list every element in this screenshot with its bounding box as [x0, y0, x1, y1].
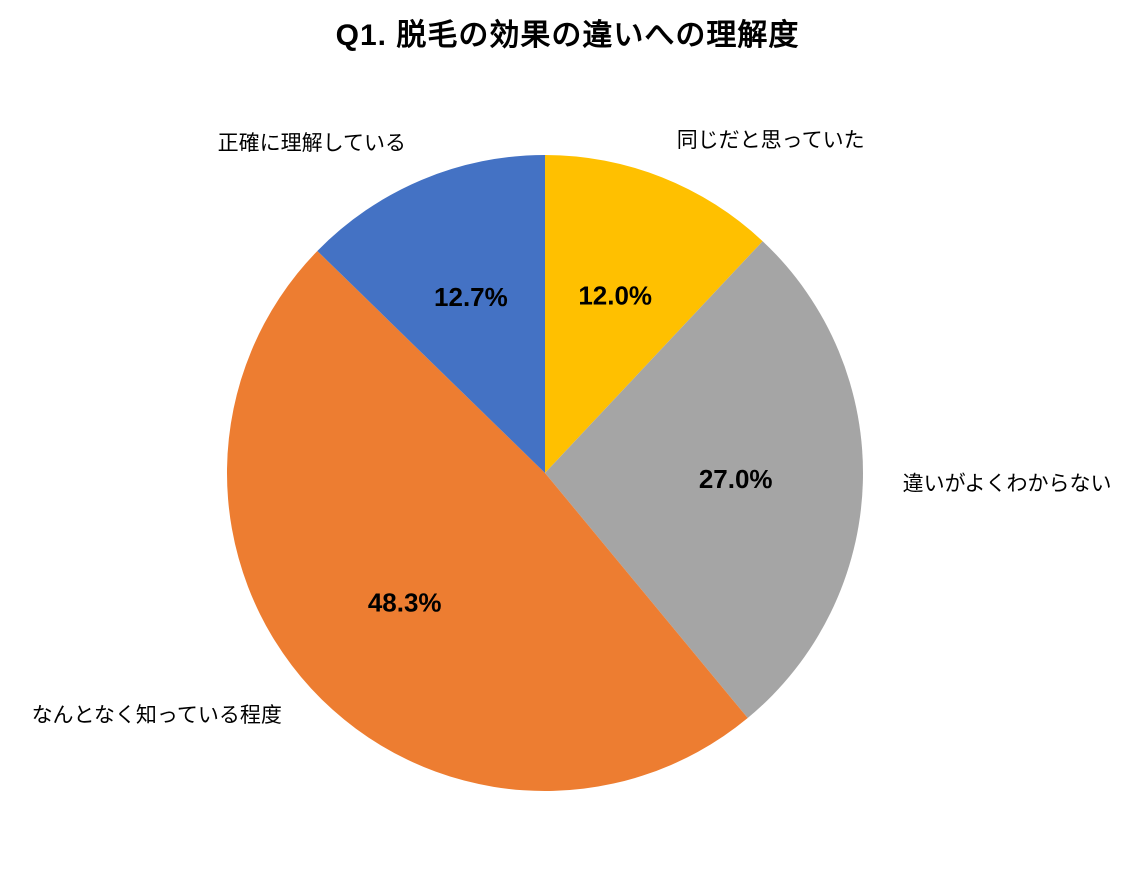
- pie-slice-4: [317, 155, 545, 473]
- pie-slice-2: [545, 241, 863, 719]
- pie-category-label-2: 違いがよくわからない: [903, 473, 1112, 496]
- pie-category-label-1: 同じだと思っていた: [677, 129, 865, 152]
- pie-percent-label-4: 12.7%: [434, 282, 508, 312]
- pie-percent-label-2: 27.0%: [699, 464, 773, 494]
- pie-category-label-4: 正確に理解している: [218, 132, 406, 155]
- pie-slice-1: [545, 155, 763, 473]
- pie-percent-label-1: 12.0%: [578, 281, 652, 311]
- pie-slice-3: [226, 250, 748, 792]
- chart-title: Q1. 脱毛の効果の違いへの理解度: [335, 19, 800, 52]
- pie-category-label-3: なんとなく知っている程度: [32, 704, 282, 727]
- pie-percent-label-3: 48.3%: [368, 587, 442, 617]
